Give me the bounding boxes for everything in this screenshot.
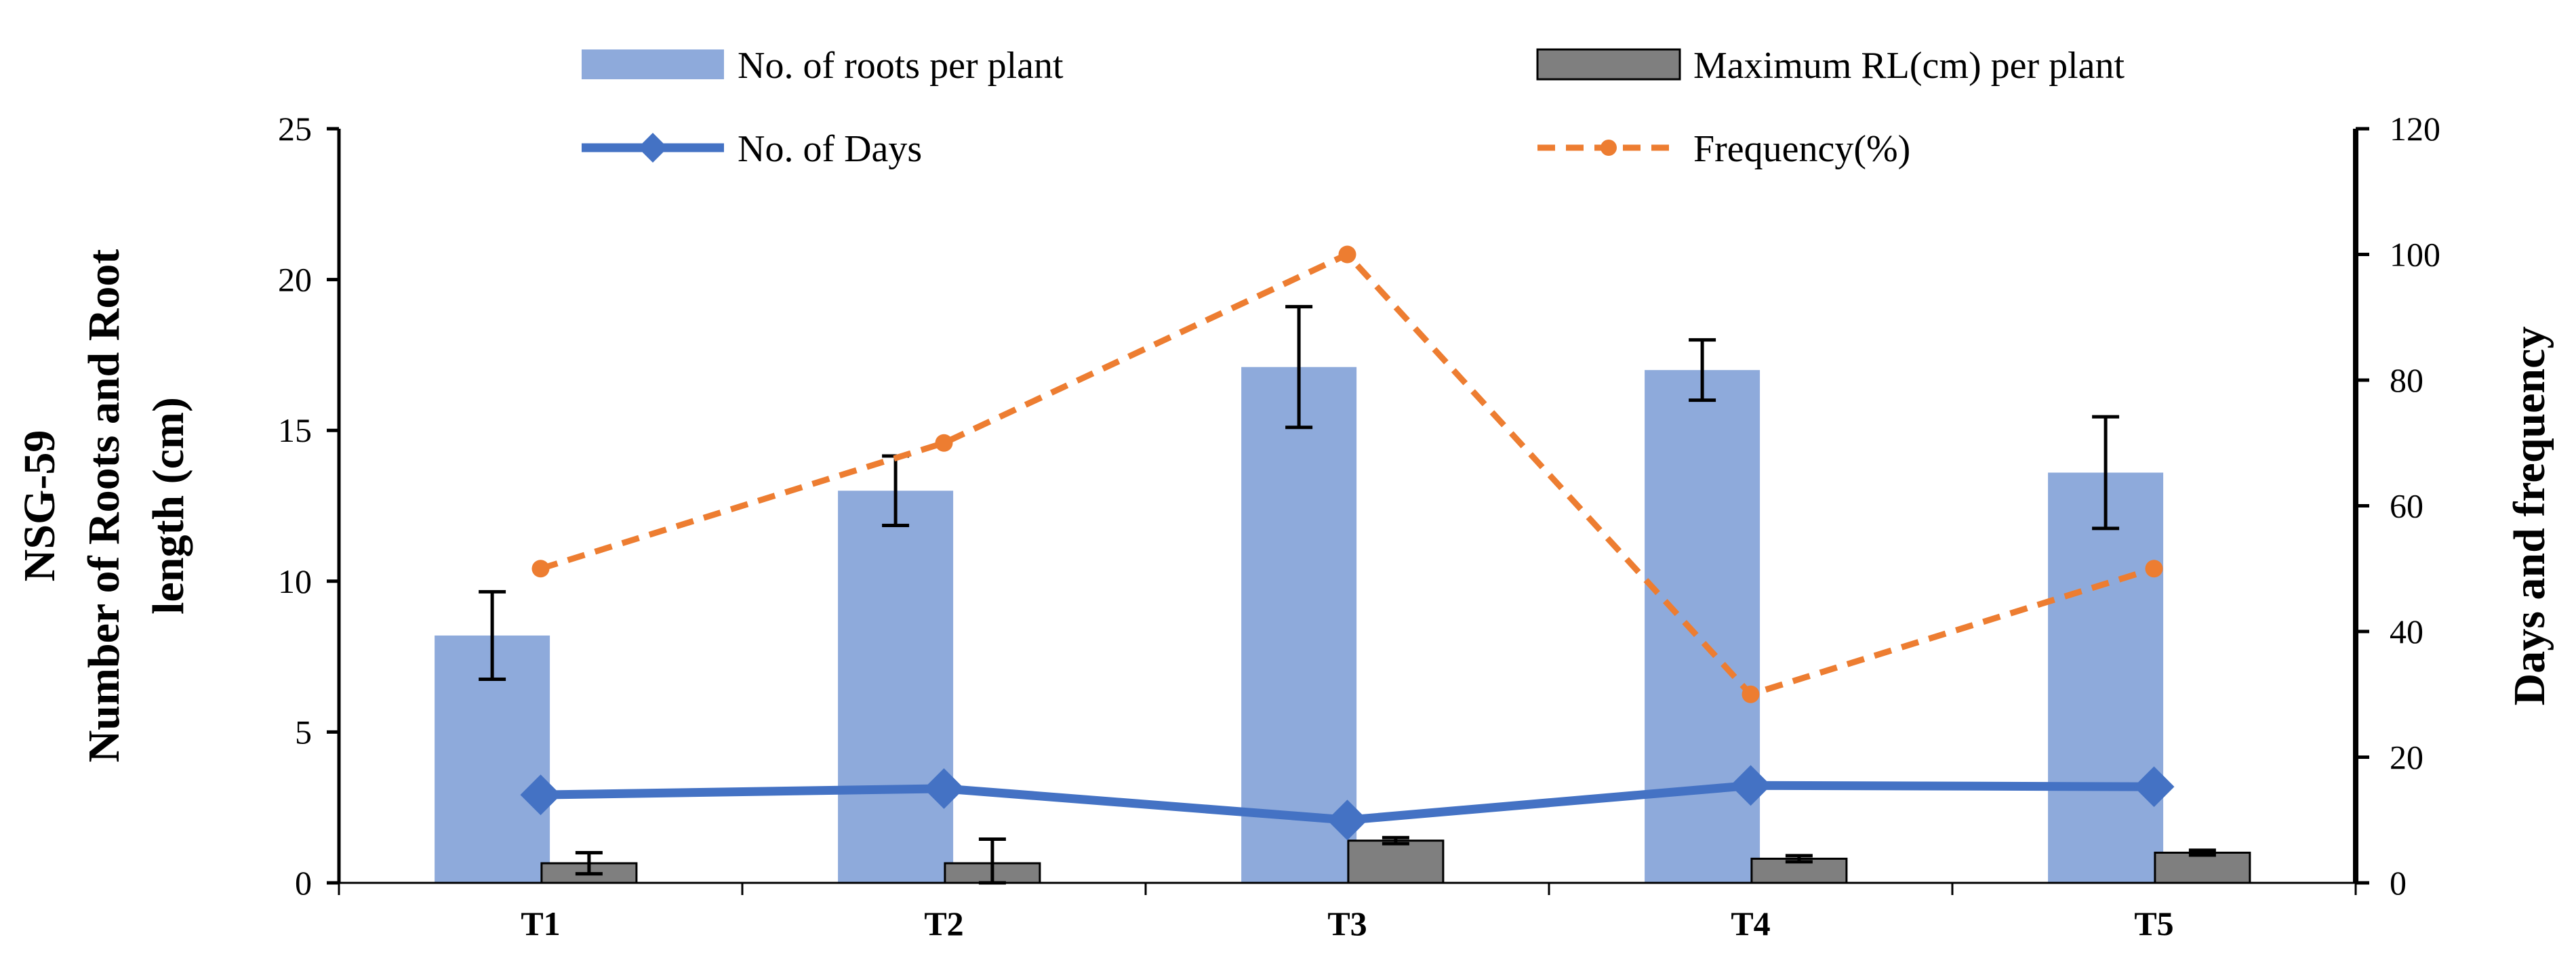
error-bar-root-length-T5 (2188, 848, 2216, 857)
y-tick-label: 25 (278, 110, 312, 148)
x-tick-label-T1: T1 (521, 905, 560, 942)
y-tick-label: 5 (295, 713, 312, 751)
legend-item-2: Maximum RL(cm) per plant (1536, 45, 2125, 87)
legend-item-3: No. of Days (582, 128, 922, 170)
x-tick-label-T3: T3 (1327, 905, 1367, 942)
y2-tick-label: 40 (2390, 613, 2423, 650)
x-tick-label-T4: T4 (1731, 905, 1770, 942)
bar-roots-T2 (838, 491, 954, 883)
y-tick-label: 15 (278, 411, 312, 449)
marker-frequency-T4 (1742, 685, 1760, 703)
marker-frequency-T2 (935, 434, 953, 452)
y2-tick-label: 80 (2390, 361, 2423, 399)
y2-tick-label: 60 (2390, 487, 2423, 525)
marker-days-T5 (2133, 766, 2175, 808)
error-bar-root-length-T4 (1785, 854, 1813, 864)
axis-titles: NSG-59 Number of Roots and Root length (cm… (15, 249, 2554, 763)
y-axis-title-line-1: NSG-59 (15, 430, 64, 582)
error-bar-roots-T5 (2092, 415, 2120, 531)
legend-label: No. of Days (738, 128, 922, 170)
legend-swatch (582, 49, 724, 79)
y-tick-label: 10 (278, 562, 312, 600)
y2-tick-label: 0 (2390, 864, 2407, 902)
error-bar-roots-T4 (1689, 338, 1716, 402)
y-axis-title-line-3: length (cm) (144, 397, 193, 615)
error-bar-root-length-T3 (1382, 835, 1409, 846)
error-bar-roots-T3 (1285, 305, 1313, 430)
bar-roots-T4 (1645, 370, 1760, 883)
legend-label: No. of roots per plant (738, 45, 1064, 87)
legend-label: Frequency(%) (1693, 128, 1910, 170)
y2-tick-label: 20 (2390, 739, 2423, 776)
marker-frequency-T1 (531, 560, 550, 578)
legend-item-1: No. of roots per plant (582, 45, 1064, 87)
y-tick-label: 20 (278, 261, 312, 299)
marker-days-T2 (923, 768, 965, 809)
marker-days-T4 (1730, 765, 1771, 806)
marker-frequency-T5 (2145, 560, 2163, 578)
bar-root-length-T5 (2154, 851, 2251, 884)
y-axis-title-line-2: Number of Roots and Root (79, 249, 129, 763)
plot-area (435, 245, 2251, 885)
marker-days-T1 (520, 774, 561, 816)
axes: 0 5 10 15 20 25 0 20 40 60 80 100 120 T1 T2 T3 T4 T5 (278, 110, 2440, 942)
y2-axis-title: Days and frequency (2505, 327, 2554, 706)
legend-label: Maximum RL(cm) per plant (1693, 45, 2125, 87)
x-tick-label-T5: T5 (2134, 905, 2173, 942)
y2-tick-label: 120 (2390, 110, 2440, 148)
marker-frequency-T3 (1338, 245, 1356, 264)
error-bar-root-length-T1 (575, 850, 603, 876)
x-tick-label-T2: T2 (924, 905, 963, 942)
error-bar-roots-T1 (479, 589, 506, 681)
legend: No. of roots per plant Maximum RL(cm) per… (582, 45, 2125, 170)
bar-roots-T5 (2048, 472, 2164, 883)
y2-tick-label: 100 (2390, 236, 2440, 274)
y-tick-label: 0 (295, 864, 312, 902)
legend-swatch (1536, 48, 1681, 81)
bar-roots-T3 (1241, 367, 1357, 883)
marker-days-T3 (1327, 800, 1368, 841)
bar-root-length-T3 (1347, 839, 1445, 884)
legend-item-4: Frequency(%) (1537, 128, 1910, 170)
